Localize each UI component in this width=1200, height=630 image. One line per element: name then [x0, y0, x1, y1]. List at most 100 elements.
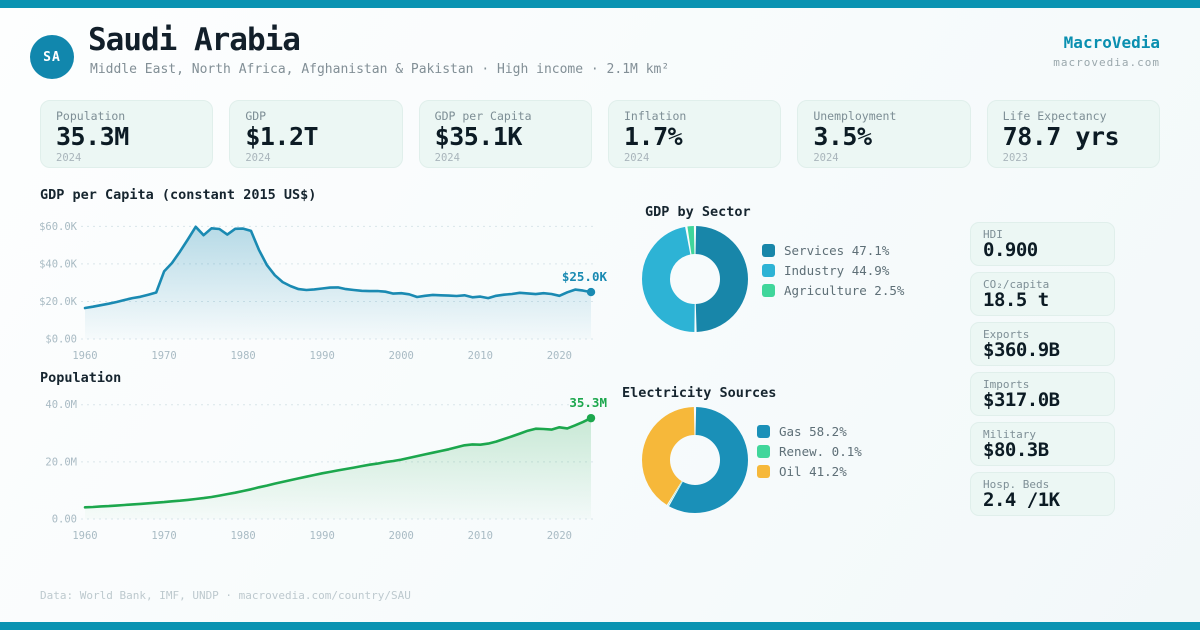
electricity-donut [642, 407, 748, 513]
side-value: $317.0B [983, 389, 1060, 411]
stat-value: $35.1K [434, 122, 523, 151]
legend-swatch [757, 465, 770, 478]
end-value-label: $25.0K [562, 269, 608, 284]
x-tick-label: 1960 [72, 530, 97, 542]
y-tick-label: 40.0M [45, 399, 77, 411]
x-tick-label: 1990 [310, 530, 335, 542]
x-tick-label: 1970 [151, 350, 176, 362]
country-badge: SA [30, 35, 74, 79]
stat-value: 78.7 yrs [1002, 122, 1120, 151]
side-card-hospital-beds: Hosp. Beds 2.4 /1K [970, 472, 1115, 516]
side-value: $80.3B [983, 439, 1049, 461]
bottom-accent-bar [0, 622, 1200, 630]
side-label: Imports [983, 378, 1030, 391]
side-card-hdi: HDI 0.900 [970, 222, 1115, 266]
legend-swatch [757, 445, 770, 458]
legend-label: Services 47.1% [784, 243, 890, 258]
donut-slice-oil [642, 407, 748, 513]
stat-card-inflation: Inflation 1.7% 2024 [607, 100, 782, 168]
side-label: Military [983, 428, 1036, 441]
donut-slice-services [642, 226, 748, 332]
legend-item: Gas 58.2% [757, 424, 862, 439]
y-tick-label: $0.00 [45, 334, 77, 346]
end-dot [586, 413, 596, 423]
stat-year: 2024 [56, 152, 82, 165]
stat-card-unemployment: Unemployment 3.5% 2024 [797, 100, 971, 168]
x-tick-label: 2020 [547, 350, 572, 362]
stat-label: Population [56, 109, 126, 123]
side-value: 0.900 [983, 239, 1038, 261]
x-tick-label: 1970 [151, 530, 176, 542]
population-chart: 40.0M 20.0M 0.00 1960 1970 1980 1990 2000 2010 20… [45, 395, 607, 542]
legend-item: Industry 44.9% [762, 263, 904, 278]
x-tick-label: 2010 [468, 530, 493, 542]
stat-value: 35.3M [56, 122, 129, 151]
end-value-label: 35.3M [569, 395, 607, 410]
side-value: 18.5 t [983, 289, 1049, 311]
y-tick-label: 0.00 [52, 514, 77, 526]
series-line [83, 225, 593, 310]
x-tick-label: 1990 [310, 350, 335, 362]
legend-label: Agriculture 2.5% [784, 283, 905, 298]
stat-label: GDP per Capita [434, 109, 532, 123]
side-card-co2: CO₂/capita 18.5 t [970, 272, 1115, 316]
x-tick-label: 2000 [389, 530, 414, 542]
stat-label: Inflation [623, 109, 687, 123]
side-label: HDI [983, 228, 1003, 241]
y-tick-label: 20.0M [45, 456, 77, 468]
legend-item: Renew. 0.1% [757, 444, 862, 459]
stat-label: GDP [245, 109, 267, 123]
gdp-per-capita-chart: $60.0K $40.0K $20.0K $0.00 1960 1970 1980 1990 2… [39, 221, 608, 362]
footer-credit[interactable]: Data: World Bank, IMF, UNDP · macrovedia… [40, 589, 411, 602]
brand-block: MacroVedia macrovedia.com [1053, 33, 1160, 69]
x-tick-label: 1980 [230, 530, 255, 542]
y-tick-label: $40.0K [39, 258, 78, 270]
stat-year: 2024 [434, 152, 460, 165]
stat-year: 2024 [245, 152, 271, 165]
gdp-by-sector-donut [642, 226, 748, 332]
series-area [85, 226, 591, 339]
legend-swatch [757, 425, 770, 438]
side-stats-column: HDI 0.900 CO₂/capita 18.5 t Exports $360… [970, 222, 1115, 522]
stat-card-population: Population 35.3M 2024 [40, 100, 214, 168]
legend-label: Gas 58.2% [779, 424, 847, 439]
country-code: SA [43, 49, 61, 65]
x-tick-label: 2000 [389, 350, 414, 362]
stat-year: 2024 [813, 152, 839, 165]
x-tick-label: 2010 [468, 350, 493, 362]
donut-slice-industry [642, 226, 748, 332]
page-subtitle: Middle East, North Africa, Afghanistan &… [90, 62, 670, 77]
side-value: 2.4 /1K [983, 489, 1060, 511]
stat-card-gdp-per-capita: GDP per Capita $35.1K 2024 [418, 100, 592, 168]
series-area [85, 418, 591, 519]
end-dot [586, 287, 596, 297]
stat-year: 2023 [1002, 152, 1028, 165]
side-label: Exports [983, 328, 1030, 341]
legend-label: Industry 44.9% [784, 263, 890, 278]
gdp-by-sector-legend: Services 47.1% Industry 44.9% Agriculture … [762, 243, 904, 303]
side-card-imports: Imports $317.0B [970, 372, 1115, 416]
chart-title-electricity: Electricity Sources [622, 385, 777, 401]
side-card-exports: Exports $360.9B [970, 322, 1115, 366]
chart-title-population: Population [40, 370, 122, 386]
brand-domain-link[interactable]: macrovedia.com [1053, 56, 1160, 69]
chart-title-gdp-by-sector: GDP by Sector [645, 204, 751, 220]
legend-item: Agriculture 2.5% [762, 283, 904, 298]
brand-logo[interactable]: MacroVedia [1063, 33, 1160, 52]
stat-card-gdp: GDP $1.2T 2024 [229, 100, 403, 168]
chart-title-gdp-per-capita: GDP per Capita (constant 2015 US$) [40, 187, 317, 203]
x-tick-label: 1980 [230, 350, 255, 362]
y-tick-label: $20.0K [39, 296, 78, 308]
legend-swatch [762, 244, 775, 257]
page-title: Saudi Arabia [88, 22, 301, 58]
stat-card-life-expectancy: Life Expectancy 78.7 yrs 2023 [986, 100, 1160, 168]
side-card-military: Military $80.3B [970, 422, 1115, 466]
legend-item: Oil 41.2% [757, 464, 862, 479]
stat-value: 1.7% [623, 122, 683, 151]
side-label: Hosp. Beds [983, 478, 1050, 491]
legend-item: Services 47.1% [762, 243, 904, 258]
x-tick-label: 1960 [72, 350, 97, 362]
stat-year: 2024 [623, 152, 650, 165]
legend-swatch [762, 264, 775, 277]
